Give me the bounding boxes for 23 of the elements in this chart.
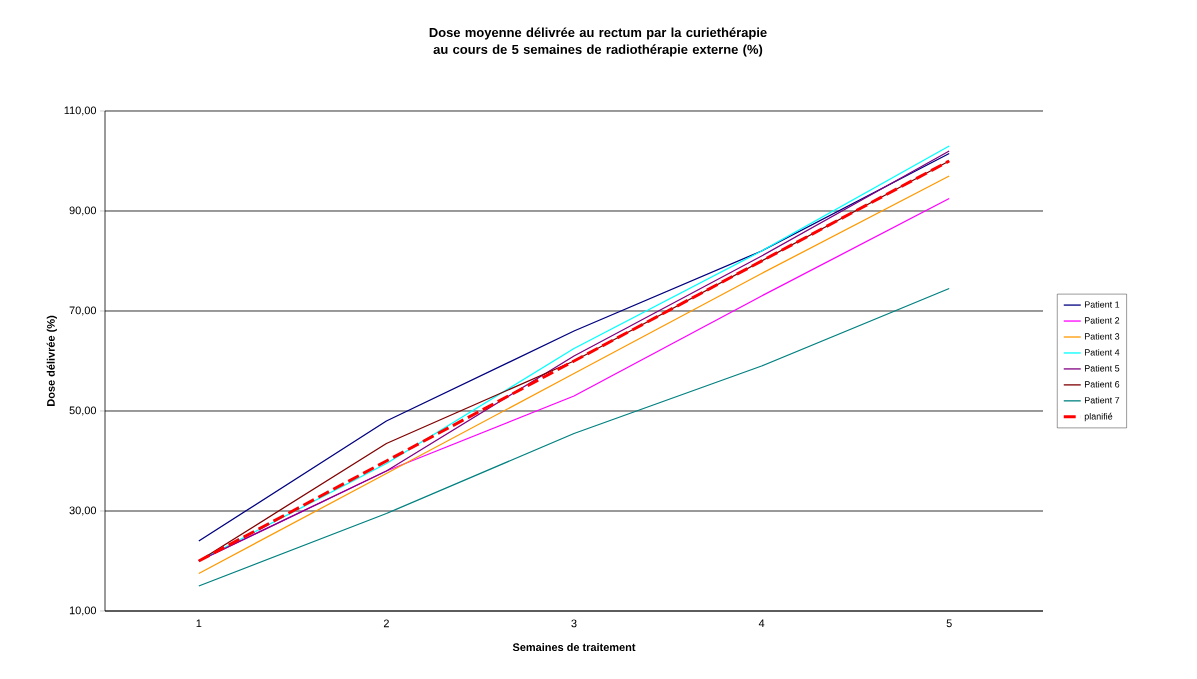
legend-label: Patient 2 bbox=[1084, 317, 1120, 324]
y-tick-label: 30,00 bbox=[69, 506, 97, 516]
x-tick-label: 3 bbox=[571, 619, 577, 628]
legend-label: Patient 1 bbox=[1084, 301, 1120, 308]
line-series bbox=[198, 287, 950, 587]
y-axis-title: Dose délivrée (%) bbox=[46, 315, 57, 406]
x-tick-label: 1 bbox=[196, 619, 202, 628]
legend-label: Patient 3 bbox=[1084, 333, 1120, 340]
y-tick-label: 70,00 bbox=[69, 306, 97, 316]
legend-label: Patient 5 bbox=[1084, 364, 1120, 372]
y-tick-label: 110,00 bbox=[64, 106, 97, 116]
x-tick-label: 4 bbox=[758, 619, 765, 628]
legend-label: Patient 7 bbox=[1084, 396, 1120, 404]
y-tick-label: 10,00 bbox=[69, 606, 97, 616]
x-tick-label: 2 bbox=[383, 619, 389, 628]
legend-label: Patient 6 bbox=[1084, 380, 1120, 388]
legend-label: Patient 4 bbox=[1084, 348, 1120, 356]
x-axis-title: Semaines de traitement bbox=[512, 643, 636, 652]
legend-label: planifié bbox=[1084, 412, 1113, 422]
x-tick-label: 5 bbox=[946, 619, 952, 628]
chart-title: Dose moyenne délivrée au rectum par la curiethérapie au cours de 5 semaines de radiothérapie externe (%) bbox=[429, 27, 767, 57]
y-tick-label: 50,00 bbox=[69, 406, 97, 416]
y-tick-label: 90,00 bbox=[69, 206, 97, 216]
